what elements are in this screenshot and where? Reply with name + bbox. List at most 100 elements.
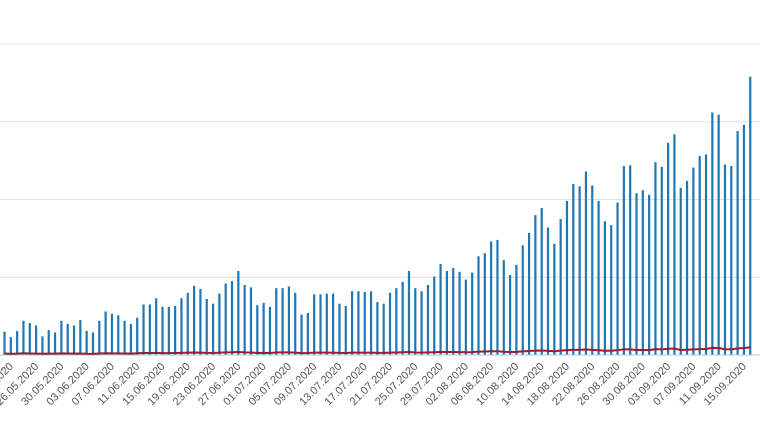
- bar: [635, 193, 638, 355]
- x-tick-label: ...: [0, 361, 8, 376]
- bar: [230, 281, 234, 355]
- bar: [16, 330, 19, 355]
- bar: [294, 292, 297, 355]
- bar: [186, 292, 189, 355]
- bar: [237, 271, 240, 355]
- bar: [351, 291, 354, 355]
- bar: [117, 315, 120, 355]
- bar: [129, 323, 132, 355]
- bar: [338, 303, 341, 355]
- bar: [262, 302, 265, 355]
- bar: [477, 256, 480, 355]
- bar: [629, 165, 632, 355]
- bar: [205, 299, 208, 355]
- bar: [319, 294, 322, 355]
- bar: [742, 124, 746, 355]
- bar: [515, 264, 518, 355]
- bar: [41, 336, 44, 355]
- bar: [584, 171, 588, 355]
- gridlines: [0, 43, 760, 278]
- bar: [559, 218, 562, 355]
- bar: [79, 320, 82, 355]
- bar: [679, 187, 682, 355]
- bar: [357, 291, 360, 355]
- bar: [471, 272, 474, 355]
- bar: [673, 134, 676, 355]
- bar: [597, 201, 600, 355]
- bar: [502, 260, 505, 355]
- bar: [736, 131, 739, 355]
- bar: [9, 337, 12, 355]
- bar: [490, 241, 493, 355]
- bar: [749, 76, 752, 356]
- bar: [110, 313, 114, 355]
- bar: [439, 264, 442, 355]
- bar: [591, 185, 594, 355]
- bar: [685, 180, 689, 355]
- bar: [730, 166, 733, 355]
- bar: [60, 320, 63, 355]
- bar: [382, 303, 385, 355]
- bar: [521, 245, 524, 355]
- bar: [142, 304, 145, 355]
- bar: [148, 304, 151, 355]
- bar: [180, 298, 183, 355]
- bar: [22, 320, 25, 355]
- bar: [717, 114, 720, 355]
- bar: [325, 293, 328, 355]
- bar: [268, 306, 272, 355]
- bar: [66, 323, 69, 355]
- bar: [85, 330, 88, 355]
- bar: [395, 288, 398, 355]
- bar: [407, 271, 411, 355]
- bar: [104, 311, 107, 355]
- bar: [28, 323, 31, 355]
- bar: [167, 306, 170, 355]
- bar: [458, 271, 461, 355]
- bar: [704, 154, 708, 355]
- bar: [426, 285, 430, 355]
- bar: [72, 325, 76, 355]
- bar: [281, 288, 284, 355]
- bar: [622, 166, 625, 355]
- line-series: [4, 346, 751, 355]
- bar: [344, 306, 347, 355]
- bar: [369, 291, 373, 355]
- bar: [540, 208, 543, 355]
- bar: [332, 293, 335, 355]
- x-axis-tick-labels: ...22.05.202026.05.202030.05.202003.06.2…: [0, 361, 749, 408]
- bar: [414, 288, 417, 355]
- bar: [98, 320, 101, 355]
- bar: [527, 232, 531, 355]
- bar: [91, 332, 95, 355]
- bar: [35, 325, 38, 355]
- bar: [136, 317, 139, 355]
- bar: [445, 271, 448, 355]
- bar: [654, 162, 657, 355]
- bar: [420, 291, 423, 355]
- bar: [464, 279, 467, 355]
- bar: [243, 285, 246, 355]
- bar: [199, 288, 202, 355]
- bar: [610, 225, 613, 355]
- bar: [224, 283, 227, 355]
- bar: [211, 303, 215, 355]
- bar: [641, 190, 644, 355]
- bar: [388, 292, 392, 355]
- bar: [452, 267, 455, 355]
- bar: [546, 227, 550, 355]
- bar: [711, 112, 714, 355]
- bar: [603, 221, 606, 355]
- bar: [723, 164, 727, 355]
- bar: [363, 292, 366, 355]
- bar: [249, 287, 253, 355]
- bar: [47, 330, 50, 355]
- bar: [692, 167, 695, 355]
- bar: [174, 306, 177, 355]
- bar: [578, 186, 581, 355]
- bar: [275, 288, 278, 355]
- bar: [53, 332, 57, 355]
- bar: [553, 243, 556, 355]
- bar: [534, 215, 537, 355]
